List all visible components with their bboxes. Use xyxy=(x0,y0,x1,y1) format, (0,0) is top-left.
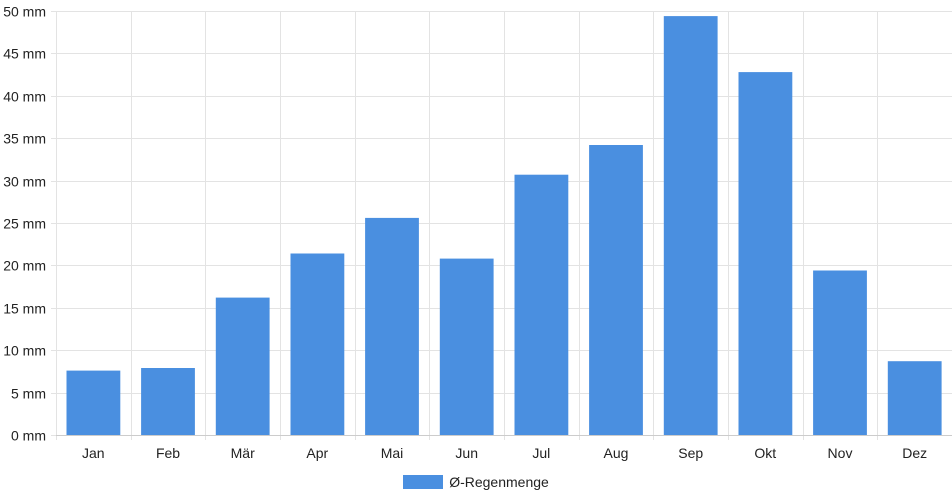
x-tick-label: Apr xyxy=(306,445,328,461)
legend-swatch xyxy=(403,475,444,489)
x-tick-label: Dez xyxy=(902,445,927,461)
bar-okt[interactable] xyxy=(738,72,793,435)
grid-lines xyxy=(51,11,952,440)
rainfall-bar-chart: 0 mm 5 mm 10 mm 15 mm 20 mm 25 mm 30 mm 35 mm 40… xyxy=(3,4,952,461)
bar-sep[interactable] xyxy=(663,16,718,435)
y-tick-label: 25 mm xyxy=(3,216,46,232)
y-tick-label: 20 mm xyxy=(3,258,46,274)
y-tick-label: 10 mm xyxy=(3,343,46,359)
y-tick-label: 5 mm xyxy=(11,386,46,402)
bar-dez[interactable] xyxy=(887,361,942,435)
y-tick-label: 0 mm xyxy=(11,428,46,444)
bar-nov[interactable] xyxy=(813,270,867,436)
x-tick-label: Feb xyxy=(156,445,180,461)
bar-mai[interactable] xyxy=(365,217,419,435)
x-tick-label: Jun xyxy=(455,445,478,461)
x-tick-label: Jan xyxy=(82,445,105,461)
y-tick-label: 45 mm xyxy=(3,46,46,62)
x-tick-label: Jul xyxy=(532,445,550,461)
y-tick-label: 35 mm xyxy=(3,131,46,147)
bar-aug[interactable] xyxy=(589,145,643,435)
bar-mär[interactable] xyxy=(215,297,270,435)
legend[interactable]: Ø-Regenmenge xyxy=(0,472,952,492)
y-tick-label: 50 mm xyxy=(3,4,46,20)
y-tick-label: 40 mm xyxy=(3,89,46,105)
legend-label: Ø-Regenmenge xyxy=(449,474,549,490)
bar-jun[interactable] xyxy=(439,258,494,435)
x-tick-label: Mär xyxy=(231,445,255,461)
bar-feb[interactable] xyxy=(141,368,195,435)
x-tick-label: Nov xyxy=(828,445,853,461)
bar-series xyxy=(66,16,942,436)
y-tick-labels: 0 mm 5 mm 10 mm 15 mm 20 mm 25 mm 30 mm 35 mm 40… xyxy=(3,4,46,444)
x-tick-label: Aug xyxy=(604,445,629,461)
x-tick-label: Sep xyxy=(678,445,703,461)
y-tick-label: 15 mm xyxy=(3,301,46,317)
bar-jul[interactable] xyxy=(514,174,569,435)
x-tick-labels: Jan Feb Mär Apr Mai Jun Jul Aug Sep Okt Nov Dez xyxy=(82,445,927,461)
x-tick-label: Mai xyxy=(381,445,404,461)
bar-apr[interactable] xyxy=(290,253,345,436)
x-tick-label: Okt xyxy=(754,445,776,461)
bar-jan[interactable] xyxy=(66,370,121,435)
y-tick-label: 30 mm xyxy=(3,174,46,190)
